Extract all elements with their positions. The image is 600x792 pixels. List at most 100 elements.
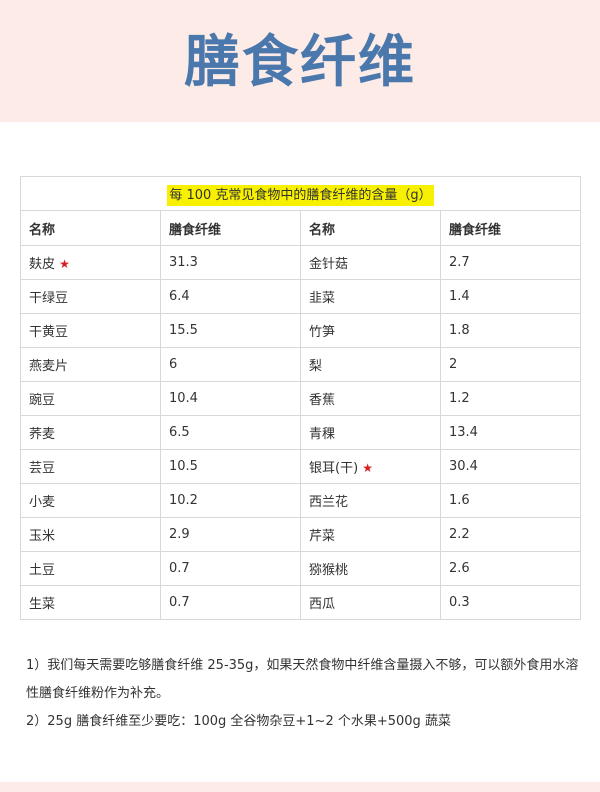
- fiber-value-cell: 0.7: [160, 585, 301, 620]
- food-name-cell: 韭菜: [300, 279, 441, 314]
- fiber-table: 每 100 克常见食物中的膳食纤维的含量（g） 名称 膳食纤维 名称 膳食纤维 …: [20, 176, 581, 620]
- food-name-cell: 猕猴桃: [300, 551, 441, 586]
- cell-text: 0.7: [169, 561, 190, 576]
- fiber-value-cell: 1.6: [440, 483, 581, 518]
- fiber-value-cell: 10.5: [160, 449, 301, 484]
- fiber-value-cell: 2.9: [160, 517, 301, 552]
- cell-text: 荞麦: [29, 427, 56, 442]
- cell-text: 2.2: [449, 527, 470, 542]
- fiber-value-cell: 6.5: [160, 415, 301, 450]
- cell-text: 土豆: [29, 563, 56, 578]
- cell-text: 13.4: [449, 425, 478, 440]
- cell-text: 10.2: [169, 493, 198, 508]
- cell-text: 2: [449, 357, 458, 372]
- fiber-value-cell: 2.7: [440, 245, 581, 280]
- cell-text: 2.6: [449, 561, 470, 576]
- note-2: 2）25g 膳食纤维至少要吃：100g 全谷物杂豆+1~2 个水果+500g 蔬…: [26, 714, 451, 729]
- table-row: 燕麦片 6 梨 2: [20, 347, 581, 382]
- fiber-value-cell: 6.4: [160, 279, 301, 314]
- cell-text: 2.7: [449, 255, 470, 270]
- cell-text: 韭菜: [309, 291, 336, 306]
- table-row: 土豆 0.7 猕猴桃 2.6: [20, 551, 581, 586]
- table-row: 麸皮 ★ 31.3 金针菇 2.7: [20, 245, 581, 280]
- cell-text: 30.4: [449, 459, 478, 474]
- fiber-value-cell: 10.2: [160, 483, 301, 518]
- header-name: 名称: [20, 210, 161, 246]
- fiber-value-cell: 0.7: [160, 551, 301, 586]
- food-name-cell: 芹菜: [300, 517, 441, 552]
- cell-text: 10.4: [169, 391, 198, 406]
- food-name-cell: 小麦: [20, 483, 161, 518]
- cell-text: 香蕉: [309, 393, 336, 408]
- cell-text: 1.2: [449, 391, 470, 406]
- food-name-cell: 干黄豆: [20, 313, 161, 348]
- table-row: 荞麦 6.5 青稞 13.4: [20, 415, 581, 450]
- cell-text: 0.7: [169, 595, 190, 610]
- cell-text: 燕麦片: [29, 359, 69, 374]
- food-name-cell: 玉米: [20, 517, 161, 552]
- fiber-value-cell: 31.3: [160, 245, 301, 280]
- food-name-cell: 西瓜: [300, 585, 441, 620]
- table-row: 生菜 0.7 西瓜 0.3: [20, 585, 581, 620]
- cell-text: 豌豆: [29, 393, 56, 408]
- fiber-value-cell: 30.4: [440, 449, 581, 484]
- cell-text: 梨: [309, 359, 323, 374]
- table-row: 小麦 10.2 西兰花 1.6: [20, 483, 581, 518]
- header-name: 名称: [300, 210, 441, 246]
- note-1: 1）我们每天需要吃够膳食纤维 25-35g，如果天然食物中纤维含量摄入不够，可以…: [26, 658, 579, 701]
- food-name-cell: 西兰花: [300, 483, 441, 518]
- cell-text: 10.5: [169, 459, 198, 474]
- fiber-value-cell: 1.4: [440, 279, 581, 314]
- food-name-cell: 燕麦片: [20, 347, 161, 382]
- fiber-value-cell: 13.4: [440, 415, 581, 450]
- fiber-value-cell: 10.4: [160, 381, 301, 416]
- food-name-cell: 麸皮 ★: [20, 245, 161, 280]
- cell-text: 干黄豆: [29, 325, 69, 340]
- page-title: 膳食纤维: [184, 29, 416, 95]
- cell-text: 6.4: [169, 289, 190, 304]
- table-row: 玉米 2.9 芹菜 2.2: [20, 517, 581, 552]
- cell-text: 1.4: [449, 289, 470, 304]
- cell-text: 2.9: [169, 527, 190, 542]
- header-fiber: 膳食纤维: [440, 210, 581, 246]
- cell-text: 西兰花: [309, 495, 349, 510]
- food-name-cell: 梨: [300, 347, 441, 382]
- cell-text: 竹笋: [309, 325, 336, 340]
- fiber-value-cell: 2.2: [440, 517, 581, 552]
- cell-text: 猕猴桃: [309, 563, 349, 578]
- cell-text: 1.6: [449, 493, 470, 508]
- cell-text: 生菜: [29, 597, 56, 612]
- food-name-cell: 生菜: [20, 585, 161, 620]
- cell-text: 干绿豆: [29, 291, 69, 306]
- food-name-cell: 竹笋: [300, 313, 441, 348]
- table-row: 豌豆 10.4 香蕉 1.2: [20, 381, 581, 416]
- cell-text: 0.3: [449, 595, 470, 610]
- food-name-cell: 芸豆: [20, 449, 161, 484]
- cell-text: 青稞: [309, 427, 336, 442]
- fiber-value-cell: 2.6: [440, 551, 581, 586]
- header-fiber: 膳食纤维: [160, 210, 301, 246]
- cell-text: 芹菜: [309, 529, 336, 544]
- cell-text: 1.8: [449, 323, 470, 338]
- star-icon: ★: [59, 257, 70, 271]
- table-row: 干黄豆 15.5 竹笋 1.8: [20, 313, 581, 348]
- food-name-cell: 荞麦: [20, 415, 161, 450]
- cell-text: 麸皮: [29, 257, 56, 272]
- fiber-value-cell: 15.5: [160, 313, 301, 348]
- fiber-value-cell: 2: [440, 347, 581, 382]
- food-name-cell: 银耳(干) ★: [300, 449, 441, 484]
- food-name-cell: 金针菇: [300, 245, 441, 280]
- table-row: 干绿豆 6.4 韭菜 1.4: [20, 279, 581, 314]
- table-header-row: 名称 膳食纤维 名称 膳食纤维: [20, 210, 581, 246]
- food-name-cell: 干绿豆: [20, 279, 161, 314]
- food-name-cell: 豌豆: [20, 381, 161, 416]
- fiber-value-cell: 0.3: [440, 585, 581, 620]
- food-name-cell: 土豆: [20, 551, 161, 586]
- cell-text: 31.3: [169, 255, 198, 270]
- notes: 1）我们每天需要吃够膳食纤维 25-35g，如果天然食物中纤维含量摄入不够，可以…: [26, 652, 586, 736]
- cell-text: 6: [169, 357, 178, 372]
- fiber-value-cell: 1.8: [440, 313, 581, 348]
- fiber-value-cell: 1.2: [440, 381, 581, 416]
- table-caption: 每 100 克常见食物中的膳食纤维的含量（g）: [20, 176, 581, 211]
- cell-text: 芸豆: [29, 461, 56, 476]
